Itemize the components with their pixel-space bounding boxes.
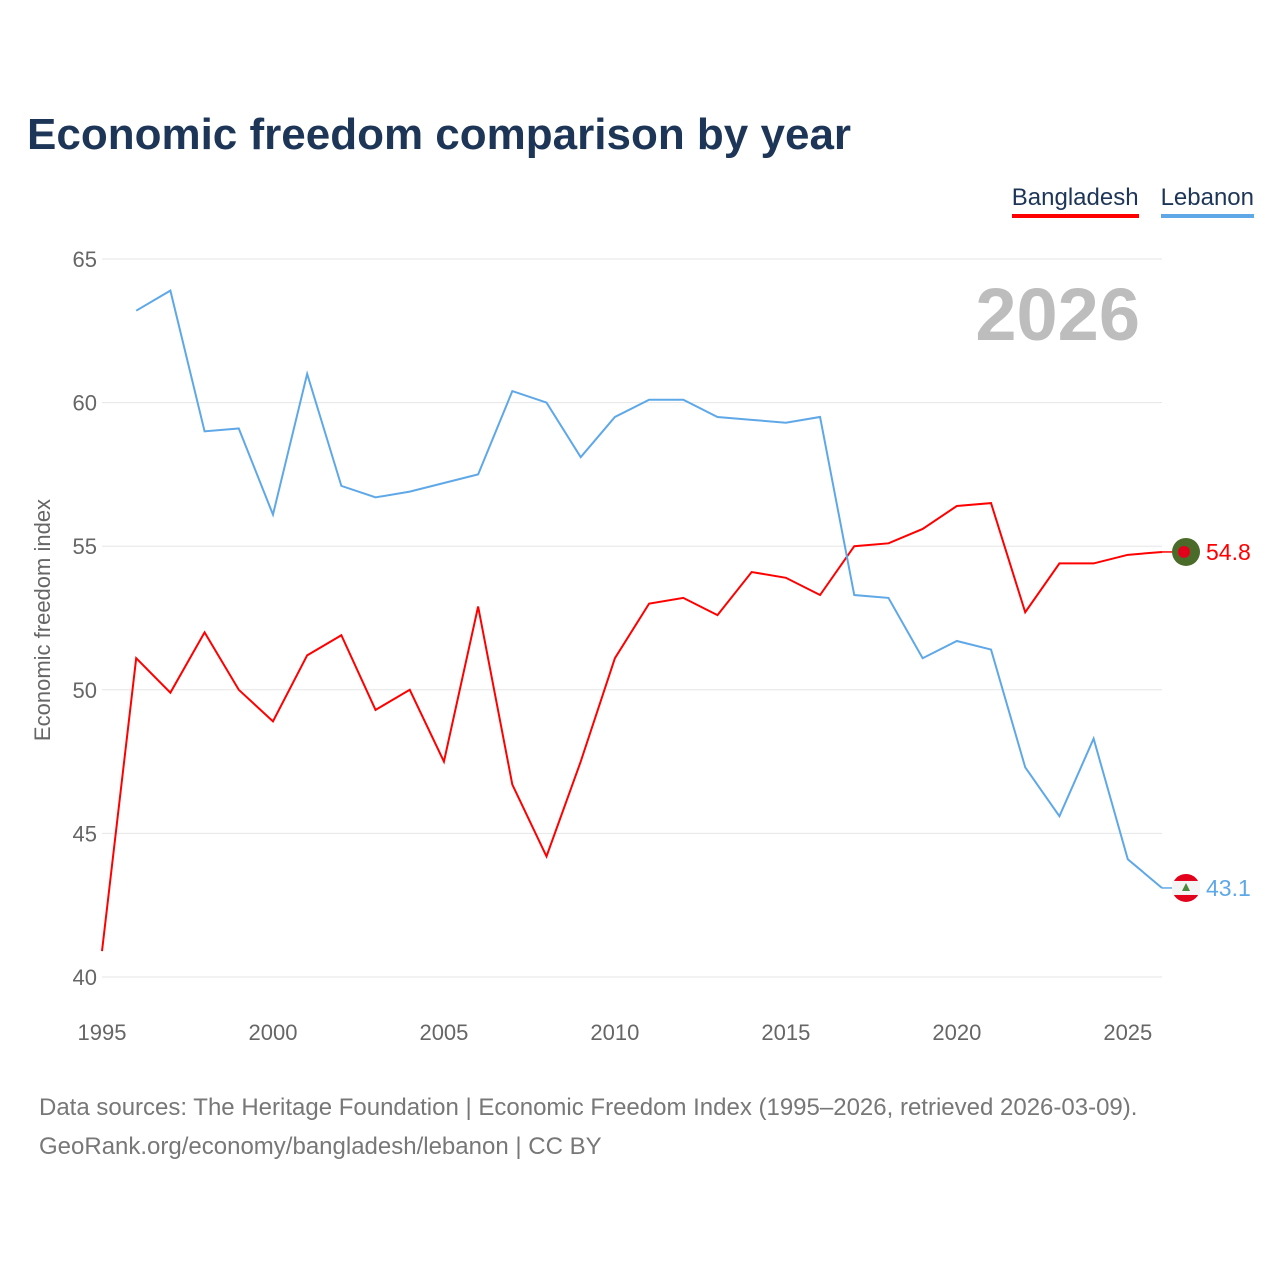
data-point[interactable] xyxy=(236,425,242,431)
data-point[interactable] xyxy=(304,652,310,658)
end-value-label: 54.8 xyxy=(1206,539,1251,565)
flag-disc xyxy=(1178,545,1190,558)
data-point[interactable] xyxy=(954,638,960,644)
legend-bangladesh[interactable]: Bangladesh xyxy=(1011,184,1139,218)
source-line-2[interactable]: GeoRank.org/economy/bangladesh/lebanon |… xyxy=(39,1133,602,1160)
y-tick-label: 40 xyxy=(73,965,97,990)
data-point[interactable] xyxy=(988,647,994,653)
data-point[interactable] xyxy=(441,759,447,765)
data-point[interactable] xyxy=(885,540,891,546)
data-point[interactable] xyxy=(988,500,994,506)
data-point[interactable] xyxy=(407,489,413,495)
data-point[interactable] xyxy=(920,526,926,532)
data-point[interactable] xyxy=(714,612,720,618)
data-point[interactable] xyxy=(851,543,857,549)
data-point[interactable] xyxy=(202,629,208,635)
data-point[interactable] xyxy=(1125,856,1131,862)
data-point[interactable] xyxy=(612,414,618,420)
data-point[interactable] xyxy=(646,397,652,403)
data-point[interactable] xyxy=(338,483,344,489)
data-point[interactable] xyxy=(817,414,823,420)
data-point[interactable] xyxy=(236,687,242,693)
series-line-bangladesh xyxy=(101,502,1163,952)
data-point[interactable] xyxy=(99,948,105,954)
x-tick-label: 1995 xyxy=(78,1020,127,1045)
data-point[interactable] xyxy=(680,397,686,403)
data-point[interactable] xyxy=(885,595,891,601)
data-point[interactable] xyxy=(612,655,618,661)
cedar-icon xyxy=(1182,882,1190,891)
data-point[interactable] xyxy=(544,400,550,406)
data-point[interactable] xyxy=(270,512,276,518)
x-tick-label: 2025 xyxy=(1103,1020,1152,1045)
data-point[interactable] xyxy=(783,420,789,426)
data-point[interactable] xyxy=(1056,560,1062,566)
data-point[interactable] xyxy=(167,288,173,294)
data-point[interactable] xyxy=(1125,552,1131,558)
data-point[interactable] xyxy=(304,371,310,377)
data-point[interactable] xyxy=(578,454,584,460)
data-point[interactable] xyxy=(167,690,173,696)
data-point[interactable] xyxy=(783,575,789,581)
data-point[interactable] xyxy=(475,604,481,610)
data-point[interactable] xyxy=(1091,560,1097,566)
data-point[interactable] xyxy=(407,687,413,693)
data-point[interactable] xyxy=(1091,736,1097,742)
y-axis-label: Economic freedom index xyxy=(30,499,55,741)
data-point[interactable] xyxy=(544,853,550,859)
chart-title: Economic freedom comparison by year xyxy=(27,110,852,159)
data-point[interactable] xyxy=(920,655,926,661)
x-tick-label: 2015 xyxy=(761,1020,810,1045)
data-point[interactable] xyxy=(373,494,379,500)
data-source: Data sources: The Heritage Foundation | … xyxy=(39,1088,1137,1166)
data-point[interactable] xyxy=(749,417,755,423)
data-point[interactable] xyxy=(578,759,584,765)
x-tick-label: 2005 xyxy=(419,1020,468,1045)
y-tick-label: 50 xyxy=(73,678,97,703)
year-label: 2026 xyxy=(975,273,1140,356)
y-tick-label: 45 xyxy=(73,821,97,846)
data-point[interactable] xyxy=(954,503,960,509)
data-point[interactable] xyxy=(373,707,379,713)
data-point[interactable] xyxy=(1022,764,1028,770)
data-point[interactable] xyxy=(475,471,481,477)
data-point[interactable] xyxy=(133,655,139,661)
data-point[interactable] xyxy=(338,632,344,638)
data-point[interactable] xyxy=(441,480,447,486)
y-tick-label: 55 xyxy=(73,534,97,559)
data-point[interactable] xyxy=(1022,609,1028,615)
x-tick-label: 2000 xyxy=(248,1020,297,1045)
data-point[interactable] xyxy=(509,388,515,394)
data-point[interactable] xyxy=(1056,813,1062,819)
end-value-label: 43.1 xyxy=(1206,875,1251,901)
x-tick-label: 2020 xyxy=(932,1020,981,1045)
data-point[interactable] xyxy=(817,592,823,598)
x-tick-label: 2010 xyxy=(590,1020,639,1045)
data-point[interactable] xyxy=(646,601,652,607)
legend-lebanon[interactable]: Lebanon xyxy=(1160,184,1254,218)
source-line-1: Data sources: The Heritage Foundation | … xyxy=(39,1094,1138,1121)
series-line-lebanon xyxy=(135,289,1163,889)
data-point[interactable] xyxy=(133,308,139,314)
y-tick-label: 60 xyxy=(73,391,97,416)
data-point[interactable] xyxy=(509,782,515,788)
data-point[interactable] xyxy=(202,428,208,434)
legend: Bangladesh Lebanon xyxy=(1011,184,1254,218)
data-point[interactable] xyxy=(270,718,276,724)
data-point[interactable] xyxy=(749,569,755,575)
data-point[interactable] xyxy=(851,592,857,598)
y-tick-label: 65 xyxy=(73,247,97,272)
data-point[interactable] xyxy=(680,595,686,601)
data-point[interactable] xyxy=(714,414,720,420)
